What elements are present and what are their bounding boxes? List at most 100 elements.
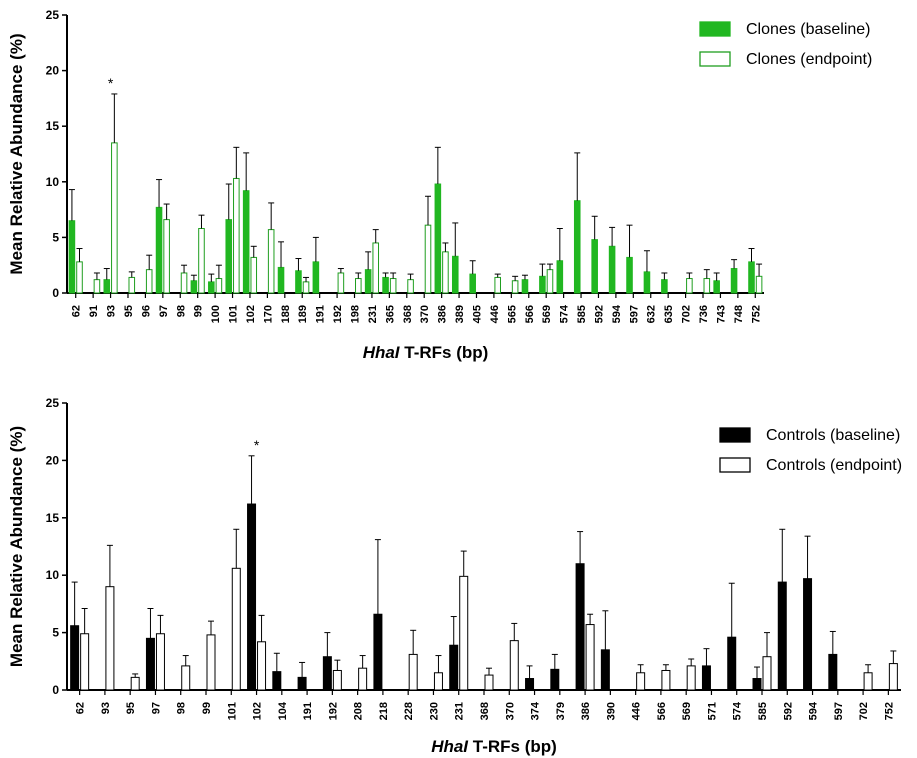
bar-baseline <box>449 644 459 691</box>
chart-panel-2: 0 5 10 15 20 25 Mean Relative Abundance (%) 62 9… <box>7 396 902 756</box>
x-tick-label: 91 <box>88 305 100 317</box>
x-tick-label: 748 <box>733 305 745 323</box>
x-tick-label: 386 <box>580 702 592 720</box>
y-tick-label: 20 <box>46 453 60 467</box>
legend-label: Clones (endpoint) <box>746 51 872 68</box>
bar-endpoint <box>703 278 711 294</box>
bar-endpoint <box>337 272 345 294</box>
bar-baseline <box>70 625 80 691</box>
legend-swatch <box>699 21 731 37</box>
x-tick-label: 368 <box>402 305 414 323</box>
bar-baseline <box>208 281 215 294</box>
y-tick-label: 5 <box>52 626 59 640</box>
x-tick-label: 93 <box>106 305 118 317</box>
x-tick-label: 569 <box>541 305 553 323</box>
x-tick-label: 574 <box>732 701 744 720</box>
x-tick-label: 198 <box>350 305 362 323</box>
bar-baseline <box>297 676 307 691</box>
legend: Clones (baseline) Clones (endpoint) <box>699 21 872 68</box>
x-tick-label: 370 <box>419 305 431 323</box>
x-tick-label: 571 <box>706 702 718 720</box>
x-tick-label: 389 <box>454 305 466 323</box>
x-tick-label: 379 <box>555 702 567 720</box>
x-tick-label: 592 <box>782 702 794 720</box>
y-tick-label: 5 <box>52 230 59 244</box>
bar-baseline <box>364 269 372 294</box>
bar-baseline <box>591 239 598 294</box>
bar-endpoint <box>494 276 501 294</box>
y-tick-label: 25 <box>46 8 60 22</box>
bar-baseline <box>600 649 610 691</box>
x-tick-label: 97 <box>158 305 170 317</box>
bar-baseline <box>295 270 302 294</box>
bar-endpoint <box>105 586 115 691</box>
bar-baseline <box>242 190 250 294</box>
x-tick-label: 386 <box>437 305 449 323</box>
x-tick-label: 752 <box>750 305 762 323</box>
bar-endpoint <box>358 667 368 691</box>
bar-baseline <box>752 678 762 691</box>
x-tick-label: 100 <box>210 305 222 323</box>
bar-baseline <box>828 653 838 691</box>
bar-baseline <box>643 271 651 294</box>
bar-endpoint <box>128 276 136 294</box>
bar-baseline <box>469 273 476 294</box>
bar-baseline <box>521 279 529 294</box>
bar-baseline <box>550 668 560 691</box>
x-tick-label: 95 <box>125 702 137 714</box>
bar-endpoint <box>111 142 118 294</box>
x-tick-label: 101 <box>226 702 238 720</box>
bar-baseline <box>272 671 282 691</box>
x-tick-label: 192 <box>332 305 344 323</box>
bar-endpoint <box>355 278 362 294</box>
x-tick-label: 446 <box>631 702 643 720</box>
bar-baseline <box>748 261 755 294</box>
x-tick-label: 191 <box>302 702 314 720</box>
bar-baseline <box>434 183 442 294</box>
x-tick-label: 592 <box>593 305 605 323</box>
x-tick-label: 374 <box>530 701 542 720</box>
x-tick-label: 102 <box>252 702 264 720</box>
legend-swatch <box>699 51 731 67</box>
x-axis-title-italic: HhaI <box>431 737 469 756</box>
x-tick-label: 752 <box>883 702 895 720</box>
y-tick-label: 10 <box>46 568 60 582</box>
bar-baseline <box>539 275 546 294</box>
x-tick-label: 99 <box>201 702 213 714</box>
x-tick-label: 208 <box>353 702 365 720</box>
x-tick-label: 597 <box>833 702 845 720</box>
x-tick-label: 597 <box>628 305 640 323</box>
y-tick-label: 25 <box>46 396 60 410</box>
significance-marker: * <box>254 437 260 453</box>
bar-endpoint <box>181 665 191 691</box>
x-tick-label: 565 <box>506 305 518 323</box>
x-tick-label: 104 <box>277 701 289 720</box>
bar-baseline <box>382 276 389 294</box>
bar-baseline <box>145 637 155 691</box>
bar-endpoint <box>155 633 165 691</box>
bar-endpoint <box>198 228 205 294</box>
bar-endpoint <box>302 281 310 294</box>
x-tick-label: 191 <box>315 305 327 323</box>
chart-panel-1: 0 5 10 15 20 25 Mean Relative Abundance (%) 62 9… <box>7 8 872 362</box>
x-tick-label: 446 <box>489 305 501 323</box>
significance-marker: * <box>108 75 114 91</box>
bar-baseline <box>322 656 332 691</box>
bar-baseline <box>661 279 668 294</box>
bar-baseline <box>103 279 111 294</box>
legend-label: Controls (endpoint) <box>766 457 902 474</box>
x-tick-label: 635 <box>663 305 675 323</box>
bar-endpoint <box>267 229 275 294</box>
bar-endpoint <box>180 272 188 294</box>
x-tick-label: 192 <box>327 702 339 720</box>
x-tick-label: 736 <box>698 305 710 323</box>
bar-endpoint <box>163 219 170 294</box>
bar-baseline <box>225 219 233 294</box>
bar-baseline <box>777 581 787 691</box>
bar-endpoint <box>585 624 595 691</box>
x-tick-label: 97 <box>150 702 162 714</box>
x-tick-label: 102 <box>245 305 257 323</box>
y-tick-label: 10 <box>46 175 60 189</box>
